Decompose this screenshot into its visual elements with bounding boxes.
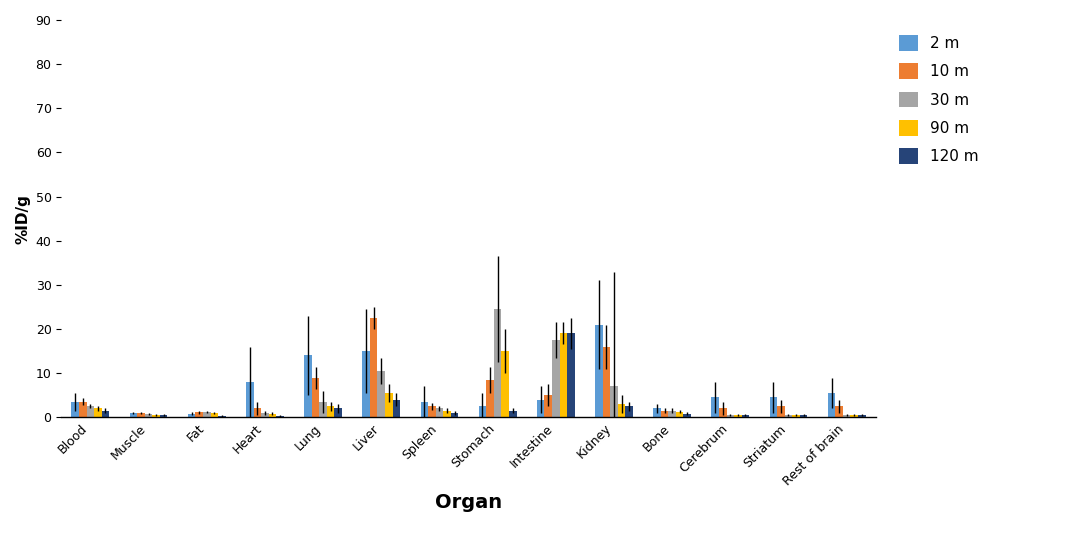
Bar bbox=[669, 411, 676, 417]
Bar bbox=[428, 406, 436, 417]
Bar bbox=[370, 318, 377, 417]
Bar bbox=[334, 408, 342, 417]
Bar bbox=[501, 351, 509, 417]
Bar bbox=[319, 402, 327, 417]
Bar bbox=[436, 408, 443, 417]
Bar bbox=[304, 355, 312, 417]
Bar bbox=[625, 406, 633, 417]
Bar bbox=[94, 408, 101, 417]
Bar bbox=[87, 406, 94, 417]
Bar bbox=[792, 415, 800, 417]
Bar bbox=[719, 408, 726, 417]
Bar bbox=[726, 415, 734, 417]
Bar bbox=[72, 402, 79, 417]
Bar bbox=[277, 416, 284, 417]
Bar bbox=[486, 380, 493, 417]
Bar bbox=[246, 382, 253, 417]
Bar bbox=[451, 413, 458, 417]
Bar bbox=[734, 415, 741, 417]
Bar bbox=[478, 406, 486, 417]
Bar bbox=[545, 395, 552, 417]
Bar bbox=[684, 414, 691, 417]
Bar bbox=[129, 413, 137, 417]
Bar bbox=[312, 378, 319, 417]
Bar bbox=[421, 402, 428, 417]
Bar bbox=[850, 415, 858, 417]
Legend: 2 m, 10 m, 30 m, 90 m, 120 m: 2 m, 10 m, 30 m, 90 m, 120 m bbox=[892, 28, 986, 172]
Bar bbox=[269, 414, 277, 417]
Bar bbox=[509, 411, 517, 417]
Bar bbox=[617, 404, 625, 417]
Bar bbox=[493, 309, 501, 417]
Bar bbox=[210, 413, 218, 417]
Bar bbox=[785, 415, 792, 417]
Bar bbox=[610, 386, 617, 417]
Bar bbox=[567, 333, 575, 417]
Bar bbox=[203, 412, 210, 417]
Bar bbox=[160, 415, 168, 417]
Bar bbox=[778, 406, 785, 417]
Bar bbox=[654, 408, 661, 417]
Bar bbox=[741, 415, 750, 417]
Bar bbox=[327, 406, 334, 417]
Bar bbox=[661, 411, 669, 417]
Bar bbox=[253, 408, 261, 417]
Bar bbox=[537, 400, 545, 417]
Y-axis label: %ID/g: %ID/g bbox=[15, 194, 30, 243]
Bar bbox=[602, 347, 610, 417]
Bar bbox=[595, 325, 602, 417]
Bar bbox=[711, 398, 719, 417]
Bar bbox=[676, 411, 684, 417]
Bar bbox=[79, 402, 87, 417]
Bar bbox=[261, 413, 269, 417]
Bar bbox=[858, 415, 865, 417]
Bar bbox=[386, 393, 393, 417]
Bar bbox=[770, 398, 778, 417]
Bar bbox=[153, 415, 160, 417]
Bar bbox=[195, 412, 203, 417]
Bar bbox=[828, 393, 835, 417]
Bar bbox=[843, 415, 850, 417]
Bar bbox=[137, 413, 145, 417]
Bar bbox=[443, 411, 451, 417]
Bar bbox=[552, 340, 560, 417]
Bar bbox=[218, 416, 225, 417]
Bar bbox=[835, 406, 843, 417]
Bar bbox=[188, 414, 195, 417]
Bar bbox=[393, 400, 400, 417]
Bar bbox=[362, 351, 370, 417]
Bar bbox=[377, 371, 386, 417]
Bar bbox=[101, 411, 109, 417]
X-axis label: Organ: Organ bbox=[435, 493, 502, 512]
Bar bbox=[560, 333, 567, 417]
Bar bbox=[145, 414, 153, 417]
Bar bbox=[800, 415, 807, 417]
